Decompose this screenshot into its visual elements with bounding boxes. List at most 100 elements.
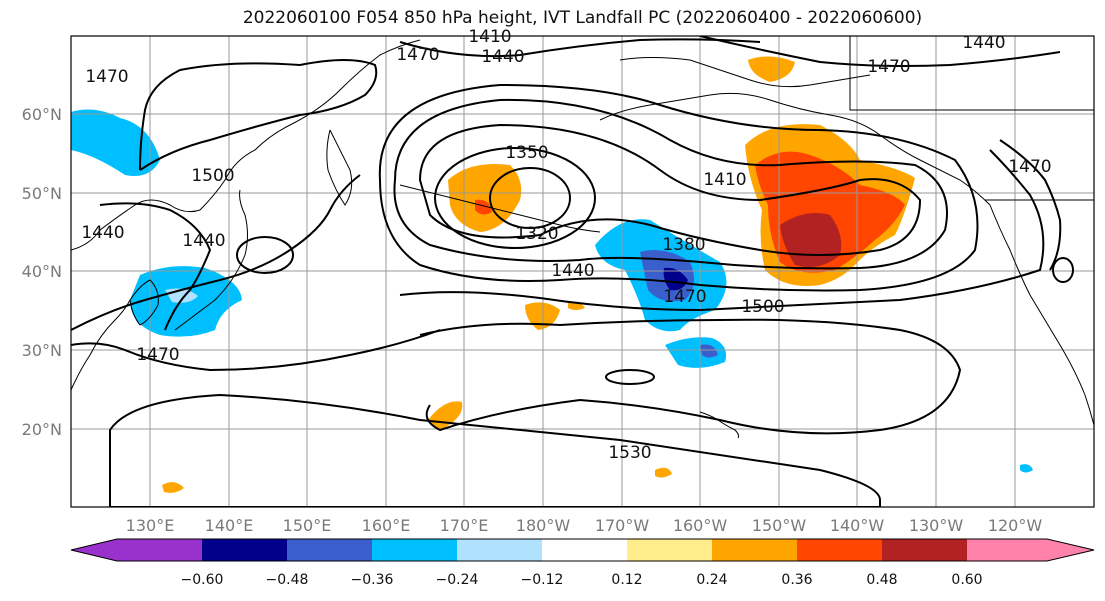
coastline-korea <box>129 279 159 326</box>
contour-label-1530: 1530 <box>608 443 651 463</box>
colorbar-segment-0-body <box>117 539 202 561</box>
colorbar-tick-3: −0.24 <box>436 572 479 588</box>
contour-asia-west <box>71 329 441 372</box>
colorbar-segment-10 <box>967 539 1094 561</box>
contour-asia-1500 <box>139 59 378 171</box>
lon-label-130w: 130°W <box>909 516 964 535</box>
lat-label-60n: 60°N <box>22 105 62 124</box>
contour-japan-low <box>236 236 294 274</box>
ivt-positive-small-2 <box>428 401 463 430</box>
contour-label-1470-f: 1470 <box>85 67 128 87</box>
contour-asia-1440 <box>99 202 212 331</box>
contour-label-1440-c: 1440 <box>182 231 225 251</box>
colorbar-segment-2 <box>287 539 372 561</box>
contour-label-1470-b: 1470 <box>663 287 706 307</box>
coastline-hawaii <box>699 411 740 439</box>
coastline-na-west <box>989 204 1094 426</box>
ivt-positive-area-low <box>448 164 522 232</box>
contour-label-1440-a: 1440 <box>551 261 594 281</box>
coastline-alaska <box>599 92 991 206</box>
contour-small-loop <box>605 369 655 385</box>
lon-label-170w: 170°W <box>595 516 650 535</box>
map-border <box>70 35 1095 508</box>
colorbar-segment-8 <box>797 539 882 561</box>
contour-label-1350: 1350 <box>505 143 548 163</box>
latitude-labels: 60°N 50°N 40°N 30°N 20°N <box>22 105 62 439</box>
ivt-negative-area-hawaii-north <box>665 337 727 368</box>
colorbar-tick-1: −0.48 <box>266 572 309 588</box>
colorbar-tick-2: −0.36 <box>351 572 394 588</box>
contour-1350 <box>434 147 596 249</box>
contour-label-1470-e: 1470 <box>396 45 439 65</box>
lon-label-140e: 140°E <box>205 516 254 535</box>
lon-label-120w: 120°W <box>988 516 1043 535</box>
colorbar-tick-7: 0.36 <box>781 572 812 588</box>
contour-1410 <box>393 98 948 270</box>
lon-label-150e: 150°E <box>283 516 332 535</box>
colorbar-segment-1 <box>202 539 287 561</box>
colorbar-tick-8: 0.48 <box>866 572 897 588</box>
lat-label-30n: 30°N <box>22 341 62 360</box>
ivt-moderate-negative-hawaii <box>700 344 718 358</box>
gridlines <box>71 36 1094 507</box>
colorbar-tick-6: 0.24 <box>696 572 727 588</box>
coastline-japan <box>174 189 248 331</box>
lat-label-50n: 50°N <box>22 184 62 203</box>
coastline-china <box>71 299 131 391</box>
colorbar <box>70 538 1095 562</box>
contour-label-1470-c: 1470 <box>136 345 179 365</box>
height-contours <box>71 36 1074 507</box>
contour-label-1470-d: 1470 <box>867 57 910 77</box>
coastline-alaska-north <box>619 57 871 88</box>
contour-label-1500-a: 1500 <box>191 166 234 186</box>
lat-label-40n: 40°N <box>22 262 62 281</box>
contour-1380 <box>418 123 922 256</box>
coastline-kamchatka <box>326 129 353 206</box>
contour-1440 <box>378 83 979 292</box>
colorbar-tick-0: −0.60 <box>181 572 224 588</box>
contour-1470-main <box>399 149 1045 312</box>
lon-label-160e: 160°E <box>362 516 411 535</box>
coastlines <box>71 36 1094 439</box>
colorbar-segment-3 <box>372 539 457 561</box>
colorbar-segment-5 <box>542 539 627 561</box>
ivt-positive-area-alaska <box>748 56 795 82</box>
colorbar-tick-5: 0.12 <box>611 572 642 588</box>
ivt-strong-negative-pacific <box>663 267 688 291</box>
coastline-asia <box>71 39 421 251</box>
contour-north-1440 <box>399 38 761 58</box>
contour-label-1410-a: 1410 <box>703 170 746 190</box>
contour-1500 <box>419 318 962 435</box>
contour-label-1320: 1320 <box>515 224 558 244</box>
lon-label-140w: 140°W <box>830 516 885 535</box>
colorbar-segment-0 <box>71 539 117 561</box>
colorbar-segment-7 <box>712 539 797 561</box>
colorbar-outline <box>70 538 1095 562</box>
contour-label-1500-b: 1500 <box>741 297 784 317</box>
ivt-positive-small-4 <box>655 467 672 478</box>
lon-label-130e: 130°E <box>126 516 175 535</box>
colorbar-segment-6 <box>627 539 712 561</box>
border-canada-us <box>849 36 1094 201</box>
ivt-positive-small-low <box>475 199 492 215</box>
ivt-negative-small <box>1020 464 1033 473</box>
lat-label-20n: 20°N <box>22 420 62 439</box>
colorbar-segment-4 <box>457 539 542 561</box>
contour-label-1470-a: 1470 <box>1008 157 1051 177</box>
lon-label-150w: 150°W <box>752 516 807 535</box>
contour-label-1440-b: 1440 <box>481 47 524 67</box>
map-content <box>71 36 1094 507</box>
chart-title: 2022060100 F054 850 hPa height, IVT Land… <box>242 8 923 28</box>
contour-1320 <box>489 167 571 229</box>
colorbar-tick-9: 0.60 <box>951 572 982 588</box>
lon-label-170e: 170°E <box>440 516 489 535</box>
lon-label-160w: 160°W <box>673 516 728 535</box>
colorbar-tick-4: −0.12 <box>521 572 564 588</box>
contour-label-1380: 1380 <box>662 235 705 255</box>
lon-label-180w: 180°W <box>516 516 571 535</box>
contour-label-1410-b: 1410 <box>468 27 511 47</box>
contour-east-loop <box>1052 257 1074 283</box>
contour-label-1440-e: 1440 <box>962 33 1005 53</box>
contour-northeast-1470 <box>699 36 1061 67</box>
